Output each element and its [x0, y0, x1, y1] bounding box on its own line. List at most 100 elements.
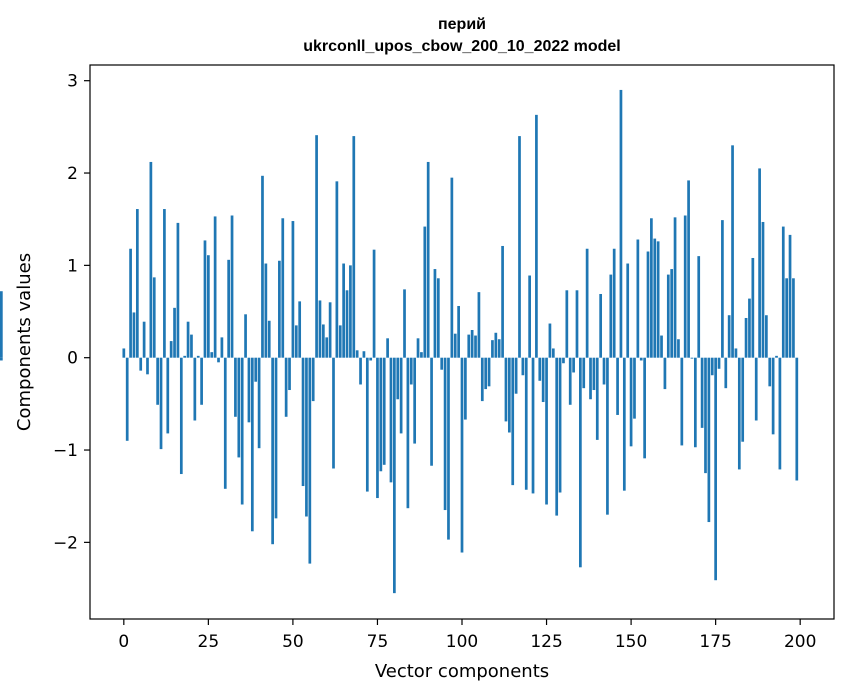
bar-111 [497, 339, 501, 358]
bar-28 [217, 357, 220, 363]
bar-125 [545, 357, 548, 505]
bar-184 [744, 317, 748, 358]
bar-24 [203, 240, 207, 358]
bar-147 [619, 89, 623, 358]
bar-165 [680, 357, 684, 446]
bar-162 [670, 269, 674, 358]
bar-53 [301, 357, 305, 487]
bar-undefined [0, 357, 3, 361]
bar-68 [352, 136, 356, 358]
bar-159 [660, 335, 663, 358]
bar-8 [149, 161, 153, 358]
bar-35 [240, 357, 244, 505]
bar-176 [717, 357, 721, 369]
bar-161 [666, 274, 670, 358]
bar-94 [440, 357, 444, 370]
bar-177 [721, 220, 724, 358]
bar-150 [629, 357, 633, 447]
bar-173 [707, 357, 711, 523]
bar-124 [541, 357, 545, 403]
bar-55 [308, 357, 312, 564]
x-tick-label-175: 175 [699, 632, 731, 652]
bar-63 [335, 181, 339, 358]
bar-164 [677, 339, 680, 358]
bar-77 [382, 357, 386, 465]
bar-151 [633, 357, 636, 419]
bar-57 [315, 135, 318, 358]
y-tick-label-0: 0 [67, 349, 78, 369]
bar-13 [166, 357, 170, 434]
bar-102 [467, 334, 471, 358]
bar-20 [190, 334, 193, 358]
bar-103 [470, 330, 474, 358]
bar-92 [433, 269, 437, 358]
bar-46 [278, 260, 281, 358]
bar-34 [237, 357, 241, 458]
y-tick-label--1: −1 [53, 441, 78, 461]
bar-29 [220, 337, 224, 358]
bar-40 [257, 357, 261, 449]
bar-49 [288, 357, 291, 391]
bar-16 [176, 222, 180, 358]
bar-59 [321, 324, 325, 358]
bar-160 [663, 357, 667, 390]
bar-67 [349, 265, 352, 358]
bar-146 [616, 357, 619, 415]
bar-64 [338, 325, 342, 358]
bar-66 [345, 290, 349, 358]
bar-196 [785, 278, 789, 358]
bar-155 [646, 251, 650, 358]
bar-100 [460, 357, 464, 553]
bar-71 [362, 351, 366, 358]
bar-91 [430, 357, 433, 466]
bar-174 [710, 357, 714, 376]
bar-129 [558, 357, 562, 493]
y-tick-label--2: −2 [53, 533, 78, 553]
bar-137 [585, 248, 589, 358]
bar-32 [230, 215, 234, 358]
bar-171 [700, 357, 704, 428]
x-tick-label-50: 50 [282, 632, 304, 652]
bar-38 [250, 357, 254, 532]
chart-title: перий [438, 16, 486, 33]
bar-48 [284, 357, 288, 417]
bars-group [0, 89, 799, 594]
bar-182 [737, 357, 741, 470]
bar-60 [325, 337, 329, 358]
bar-95 [443, 357, 447, 511]
bar-65 [342, 263, 345, 358]
bar-134 [575, 290, 579, 358]
bar-86 [413, 357, 417, 444]
bar-76 [379, 357, 383, 472]
bar-197 [788, 234, 792, 358]
bar-183 [741, 357, 745, 442]
bar-108 [487, 357, 491, 387]
x-tick-label-200: 200 [784, 632, 816, 652]
bar-106 [480, 357, 484, 402]
bar-185 [748, 298, 751, 358]
bar-7 [146, 357, 149, 375]
bar-21 [193, 357, 197, 421]
bar-198 [792, 278, 795, 358]
bar-152 [636, 239, 640, 358]
bar-98 [453, 333, 457, 358]
bar-170 [697, 256, 701, 358]
bar-5 [139, 357, 143, 371]
bar-27 [213, 216, 217, 358]
bar-51 [294, 325, 298, 358]
x-tick-label-125: 125 [530, 632, 562, 652]
x-tick-label-25: 25 [198, 632, 220, 652]
bar-179 [727, 315, 731, 358]
bar-110 [494, 332, 498, 358]
bar-17 [179, 357, 183, 475]
bar-126 [548, 323, 552, 358]
bar-158 [656, 241, 660, 358]
bar-43 [267, 320, 271, 358]
bar-54 [305, 357, 308, 517]
bar-133 [572, 357, 575, 373]
bar-69 [355, 350, 359, 358]
bar-123 [538, 357, 542, 381]
bar-140 [595, 357, 599, 440]
bar-169 [693, 357, 697, 448]
